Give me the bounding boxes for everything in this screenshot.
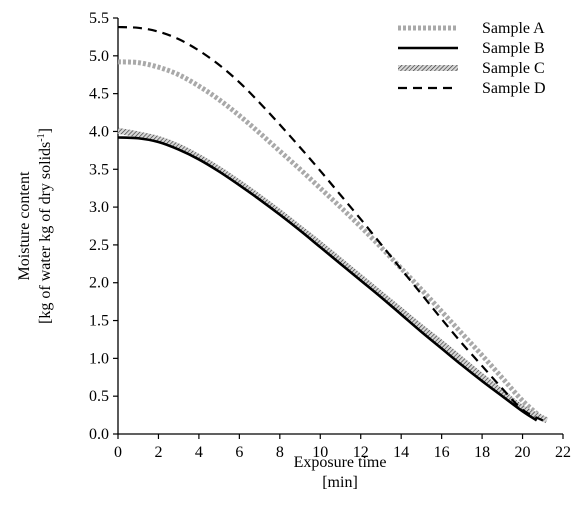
y-tick-label: 0.0 [89, 426, 109, 443]
y-tick-label: 2.0 [89, 275, 109, 292]
series-line-sample-b [117, 136, 538, 422]
y-tick-label: 2.5 [89, 237, 109, 254]
y-tick-label: 4.5 [89, 86, 109, 103]
x-tick-label: 14 [393, 444, 409, 461]
legend-label: Sample B [482, 40, 545, 57]
series-layer [117, 25, 549, 424]
x-tick-label: 0 [114, 444, 122, 461]
x-tick-label: 8 [276, 444, 284, 461]
y-tick-label: 1.0 [89, 350, 109, 367]
y-axis-unit-bracket: ] [37, 128, 54, 133]
x-axis-unit: [min] [322, 474, 358, 491]
legend-label: Sample A [482, 20, 545, 37]
y-tick-label: 5.0 [89, 48, 109, 65]
legend-label: Sample C [482, 60, 545, 77]
x-tick-label: 6 [235, 444, 243, 461]
legend-label: Sample D [482, 80, 546, 97]
x-tick-label: 20 [515, 444, 531, 461]
x-tick-label: 16 [434, 444, 450, 461]
x-tick-label: 10 [312, 444, 328, 461]
y-axis-unit-text: [kg of water kg of dry solids-1] [36, 128, 54, 324]
y-axis-unit-main: [kg of water kg of dry solids [37, 142, 54, 324]
x-tick-label: 4 [195, 444, 203, 461]
x-tick-label: 12 [353, 444, 369, 461]
series-line-sample-d [117, 25, 544, 422]
x-axis-title: Exposure time [294, 454, 387, 471]
y-axis-unit: [kg of water kg of dry solids-1] [36, 128, 54, 324]
series-line-sample-c [117, 127, 549, 424]
y-ticks: 0.0 0.5 1.0 1.5 2.0 2.5 3.0 3.5 4.0 4.5 5.0 5.5 [89, 10, 118, 443]
y-axis-title-line1: Moisture content [16, 171, 33, 280]
y-axis-title: Moisture content [16, 171, 33, 280]
x-ticks: 0 2 4 6 8 10 12 14 16 18 20 22 [114, 434, 571, 461]
y-tick-label: 3.5 [89, 161, 109, 178]
series-line-sample-a [117, 59, 545, 421]
y-tick-label: 3.0 [89, 199, 109, 216]
x-tick-label: 22 [555, 444, 571, 461]
legend: Sample A Sample B Sample C Sample D [398, 20, 546, 97]
y-tick-label: 1.5 [89, 313, 109, 330]
x-tick-label: 18 [474, 444, 490, 461]
y-axis-unit-superscript: -1 [36, 133, 47, 141]
y-tick-label: 0.5 [89, 388, 109, 405]
x-tick-label: 2 [154, 444, 162, 461]
y-tick-label: 4.0 [89, 123, 109, 140]
y-tick-label: 5.5 [89, 10, 109, 27]
